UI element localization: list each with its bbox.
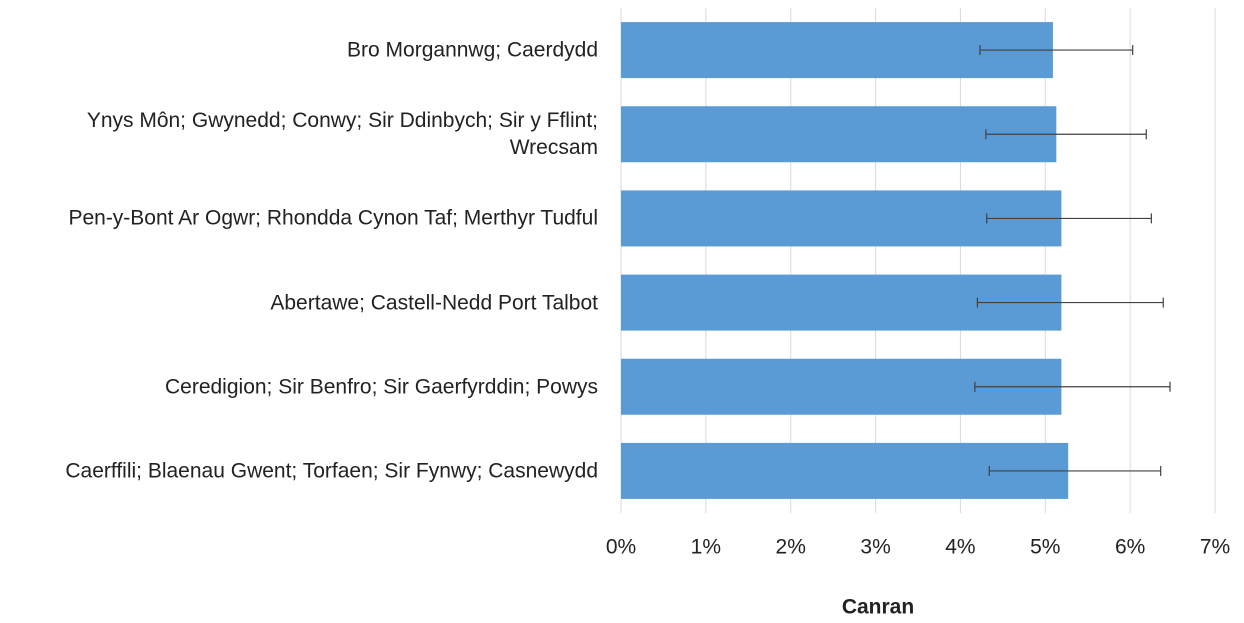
bar (621, 106, 1057, 163)
x-tick-label: 4% (945, 536, 975, 559)
x-tick-label: 1% (691, 536, 721, 559)
y-tick-label: Pen-y-Bont Ar Ogwr; Rhondda Cynon Taf; M… (68, 206, 598, 230)
y-tick-label: Bro Morgannwg; Caerdydd (347, 38, 598, 62)
y-tick-label: Abertawe; Castell-Nedd Port Talbot (270, 291, 598, 315)
x-tick-label: 5% (1030, 536, 1060, 559)
x-tick-label: 3% (860, 536, 890, 559)
y-tick-label: Ceredigion; Sir Benfro; Sir Gaerfyrddin;… (164, 375, 598, 399)
x-tick-label: 7% (1200, 536, 1230, 559)
x-tick-label: 6% (1115, 536, 1145, 559)
x-axis-label: Canran (842, 596, 914, 619)
y-tick-label: Ynys Môn; Gwynedd; Conwy; Sir Ddinbych; … (86, 109, 598, 160)
x-tick-label: 2% (776, 536, 806, 559)
x-tick-label: 0% (606, 536, 636, 559)
y-tick-label: Caerffili; Blaenau Gwent; Torfaen; Sir F… (65, 459, 598, 483)
